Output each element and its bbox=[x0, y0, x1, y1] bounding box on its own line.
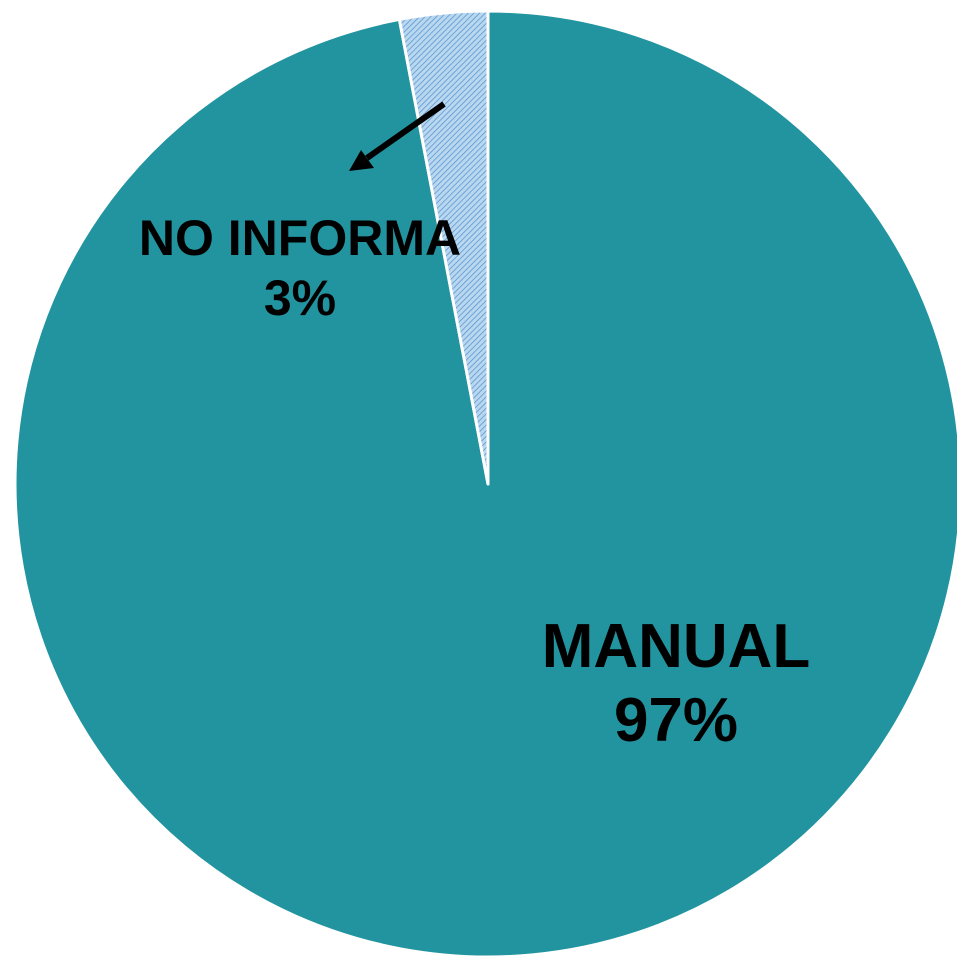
slice-percent-manual: 97% bbox=[614, 686, 738, 755]
slice-name-manual: MANUAL bbox=[542, 612, 811, 681]
pie-slices bbox=[13, 9, 957, 959]
slice-name-no-informa: NO INFORMA bbox=[139, 210, 461, 266]
pie-slice-no-informa bbox=[397, 9, 490, 486]
leader-arrow-head bbox=[349, 150, 374, 171]
slice-percent-no-informa: 3% bbox=[264, 270, 336, 326]
slice-label-manual: MANUAL 97% bbox=[542, 612, 811, 755]
leader-arrow bbox=[349, 101, 446, 171]
pie-slice-manual bbox=[13, 9, 957, 959]
leader-arrow-shaft bbox=[365, 101, 446, 161]
slice-label-no-informa: NO INFORMA 3% bbox=[139, 210, 461, 326]
